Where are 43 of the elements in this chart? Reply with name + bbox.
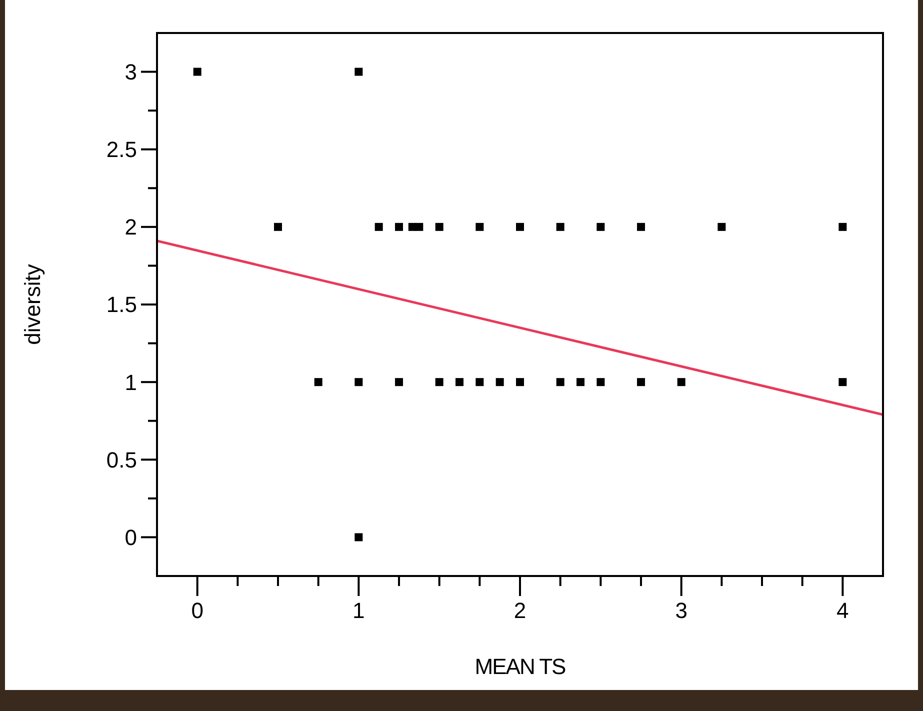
point [496, 378, 504, 386]
point [596, 378, 605, 386]
x-tick-label: 4 [836, 598, 849, 623]
y-tick-label: 1.5 [106, 292, 137, 318]
y-tick-label: 0 [124, 524, 137, 550]
point [838, 378, 847, 386]
x-axis-title: MEAN TS [474, 654, 566, 679]
point [456, 378, 464, 386]
point [374, 222, 383, 231]
point [314, 378, 322, 386]
point [556, 222, 564, 231]
point [354, 378, 363, 386]
point [576, 378, 584, 386]
x-tick-label: 2 [514, 598, 526, 623]
point [516, 222, 524, 231]
point [637, 222, 645, 231]
point [435, 222, 444, 231]
point [718, 222, 726, 231]
point [556, 378, 564, 386]
point [476, 378, 484, 386]
point [516, 378, 524, 386]
point [435, 378, 444, 386]
point [476, 222, 484, 231]
x-tick-label: 3 [675, 598, 688, 623]
point [274, 222, 282, 231]
point [596, 222, 605, 231]
point [354, 533, 363, 542]
point [395, 222, 403, 231]
y-tick-label: 3 [124, 59, 137, 84]
y-axis-title: diversity [20, 264, 45, 345]
x-tick-label: 1 [352, 598, 365, 623]
point [415, 222, 424, 231]
y-tick-label: 2 [124, 214, 137, 240]
y-tick-label: 2.5 [106, 137, 137, 162]
point [395, 378, 403, 386]
point [838, 222, 847, 231]
x-tick-label: 0 [191, 598, 204, 623]
point [193, 68, 202, 76]
point [354, 68, 363, 76]
y-tick-label: 0.5 [106, 447, 137, 472]
y-tick-label: 1 [124, 370, 137, 395]
point [677, 378, 686, 386]
point [637, 378, 645, 386]
